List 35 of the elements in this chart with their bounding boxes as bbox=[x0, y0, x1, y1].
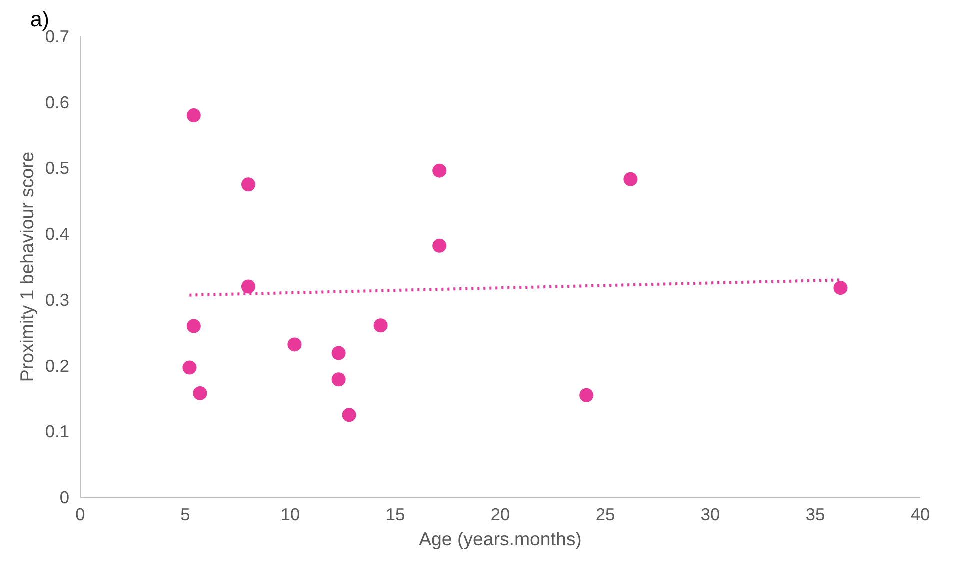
point bbox=[332, 346, 346, 360]
y-tick-label: 0.6 bbox=[45, 92, 70, 112]
point bbox=[193, 386, 208, 400]
y-tick-label: 0.2 bbox=[45, 356, 70, 376]
x-tick-label: 25 bbox=[596, 504, 616, 524]
x-tick-label: 40 bbox=[910, 504, 930, 524]
point bbox=[834, 281, 848, 296]
point bbox=[242, 280, 256, 294]
y-tick-label: 0.1 bbox=[45, 422, 70, 442]
y-tick-label: 0.4 bbox=[45, 224, 70, 244]
x-tick-label: 15 bbox=[386, 504, 406, 524]
point bbox=[332, 372, 346, 387]
point bbox=[432, 238, 447, 253]
point bbox=[288, 338, 302, 352]
point bbox=[342, 408, 356, 422]
y-tick-label: 0 bbox=[60, 488, 70, 508]
x-tick-label: 5 bbox=[180, 504, 190, 524]
point bbox=[242, 178, 256, 192]
point bbox=[374, 318, 388, 333]
x-axis-title: Age (years.months) bbox=[419, 528, 582, 550]
y-axis-title: Proximity 1 behaviour score bbox=[16, 152, 38, 382]
y-tick-label: 0.5 bbox=[45, 158, 70, 178]
text: a) bbox=[30, 8, 50, 32]
x-tick-label: 0 bbox=[76, 504, 86, 524]
x-tick-label: 10 bbox=[280, 504, 300, 524]
point bbox=[182, 360, 197, 375]
y-tick-label: 0.3 bbox=[45, 290, 70, 310]
x-tick-label: 35 bbox=[806, 504, 826, 524]
point bbox=[624, 172, 638, 186]
point bbox=[186, 319, 201, 334]
x-tick-label: 20 bbox=[490, 504, 510, 524]
point bbox=[580, 388, 594, 402]
point bbox=[432, 164, 447, 178]
point bbox=[186, 108, 201, 123]
x-tick-label: 30 bbox=[700, 504, 720, 524]
